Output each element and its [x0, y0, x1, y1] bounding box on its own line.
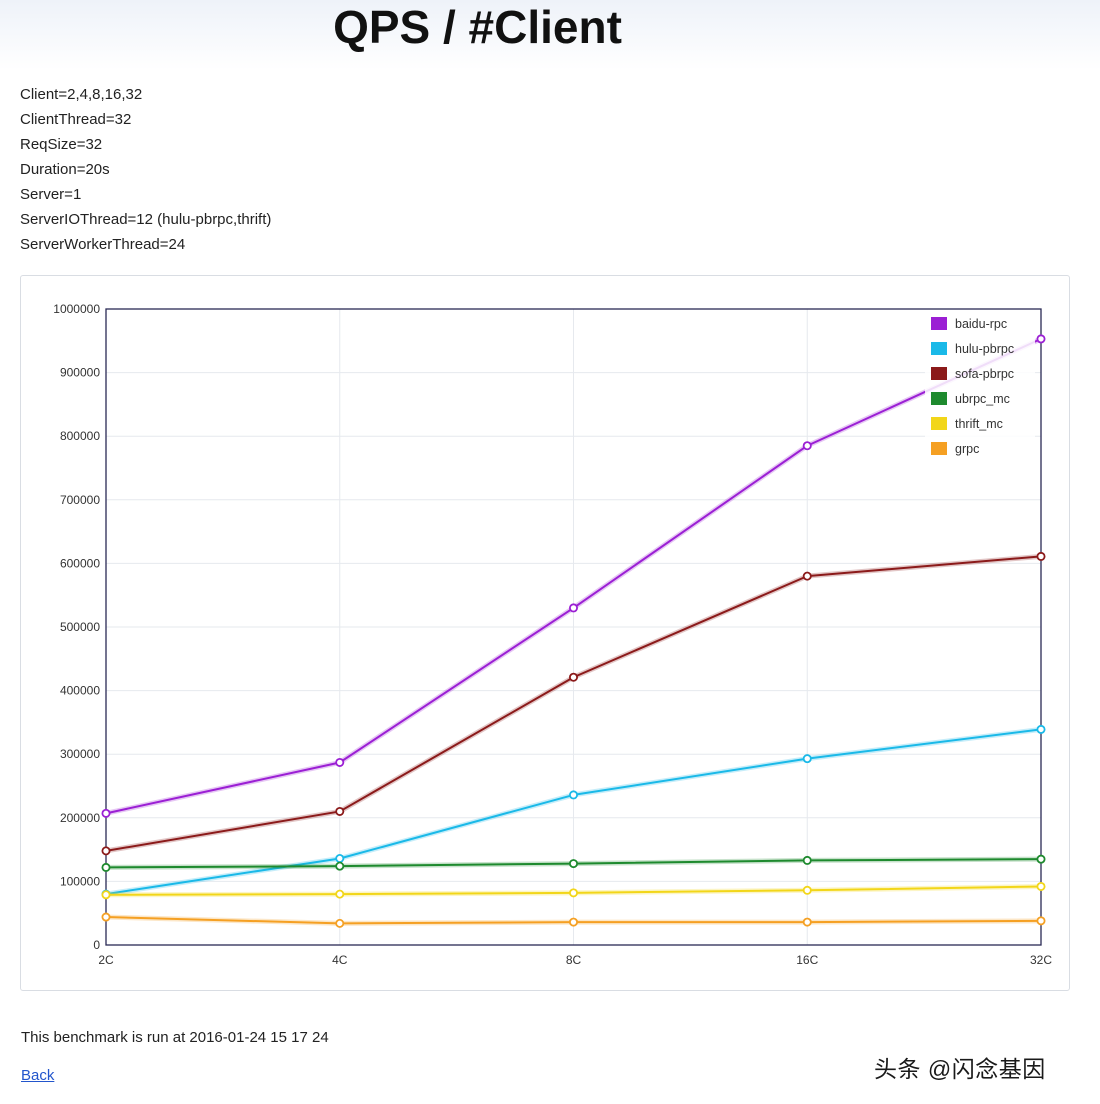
legend-swatch-grpc	[931, 442, 947, 455]
point-ubrpc_mc-2C	[101, 862, 111, 872]
plot-frame	[105, 308, 1042, 946]
point-sofa-pbrpc-4C	[335, 806, 345, 816]
y-tick-label-2: 200000	[60, 811, 100, 825]
point-hulu-pbrpc-4C	[335, 854, 345, 864]
y-tick-label-7: 700000	[60, 493, 100, 507]
point-hulu-pbrpc-32C	[1036, 724, 1046, 734]
qps-line-chart: 0 100000 200000 300000 400000 500000 600000 700…	[53, 302, 1052, 967]
point-ubrpc_mc-16C	[802, 855, 812, 865]
benchmark-params: Client=2,4,8,16,32 ClientThread=32 ReqSi…	[20, 82, 271, 257]
legend-label-ubrpc_mc: ubrpc_mc	[955, 392, 1010, 406]
point-thrift_mc-2C	[101, 890, 111, 900]
point-grpc-16C	[802, 917, 812, 927]
point-sofa-pbrpc-32C	[1036, 551, 1046, 561]
x-tick-label-16C: 16C	[796, 953, 818, 967]
legend-label-sofa-pbrpc: sofa-pbrpc	[955, 367, 1014, 381]
legend-swatch-baidu-rpc	[931, 317, 947, 330]
legend-swatch-thrift_mc	[931, 417, 947, 430]
benchmark-timestamp: This benchmark is run at 2016-01-24 15 1…	[21, 1029, 329, 1046]
y-tick-label-9: 900000	[60, 366, 100, 380]
legend-label-hulu-pbrpc: hulu-pbrpc	[955, 342, 1014, 356]
point-thrift_mc-8C	[569, 888, 579, 898]
param-server: Server=1	[20, 186, 82, 203]
point-grpc-8C	[569, 917, 579, 927]
point-sofa-pbrpc-2C	[101, 846, 111, 856]
param-req-size: ReqSize=32	[20, 136, 103, 153]
param-server-worker-thread: ServerWorkerThread=24	[20, 236, 186, 253]
param-server-io-thread: ServerIOThread=12 (hulu-pbrpc,thrift)	[20, 211, 272, 228]
point-baidu-rpc-2C	[101, 808, 111, 818]
point-baidu-rpc-16C	[802, 441, 812, 451]
point-grpc-2C	[101, 912, 111, 922]
point-sofa-pbrpc-8C	[569, 672, 579, 682]
point-thrift_mc-16C	[802, 885, 812, 895]
y-tick-label-10: 1000000	[53, 302, 100, 316]
y-tick-label-4: 400000	[60, 684, 100, 698]
legend-label-thrift_mc: thrift_mc	[955, 417, 1003, 431]
point-grpc-32C	[1036, 916, 1046, 926]
y-tick-label-1: 100000	[60, 874, 100, 888]
point-sofa-pbrpc-16C	[802, 571, 812, 581]
y-tick-label-3: 300000	[60, 747, 100, 761]
y-tick-label-0: 0	[93, 938, 100, 952]
point-baidu-rpc-32C	[1036, 334, 1046, 344]
point-hulu-pbrpc-16C	[802, 754, 812, 764]
y-tick-label-6: 600000	[60, 556, 100, 570]
page-title: QPS / #Client	[333, 1, 622, 53]
point-baidu-rpc-8C	[569, 603, 579, 613]
x-tick-label-32C: 32C	[1030, 953, 1052, 967]
legend-background	[925, 312, 1035, 466]
chart-panel: 0 100000 200000 300000 400000 500000 600000 700…	[20, 275, 1070, 991]
legend-swatch-sofa-pbrpc	[931, 367, 947, 380]
legend-swatch-hulu-pbrpc	[931, 342, 947, 355]
point-grpc-4C	[335, 918, 345, 928]
back-link[interactable]: Back	[21, 1067, 55, 1084]
param-duration: Duration=20s	[20, 161, 110, 178]
param-client: Client=2,4,8,16,32	[20, 86, 143, 103]
watermark: 头条 @闪念基因	[874, 1056, 1046, 1082]
point-thrift_mc-4C	[335, 889, 345, 899]
point-ubrpc_mc-32C	[1036, 854, 1046, 864]
point-ubrpc_mc-4C	[335, 861, 345, 871]
point-ubrpc_mc-8C	[569, 859, 579, 869]
y-tick-label-5: 500000	[60, 620, 100, 634]
x-tick-label-2C: 2C	[98, 953, 114, 967]
point-baidu-rpc-4C	[335, 757, 345, 767]
point-hulu-pbrpc-8C	[569, 790, 579, 800]
y-tick-label-8: 800000	[60, 429, 100, 443]
legend-label-grpc: grpc	[955, 442, 979, 456]
x-tick-label-8C: 8C	[566, 953, 582, 967]
x-tick-label-4C: 4C	[332, 953, 348, 967]
point-thrift_mc-32C	[1036, 881, 1046, 891]
legend-label-baidu-rpc: baidu-rpc	[955, 317, 1007, 331]
param-client-thread: ClientThread=32	[20, 111, 132, 128]
legend-swatch-ubrpc_mc	[931, 392, 947, 405]
